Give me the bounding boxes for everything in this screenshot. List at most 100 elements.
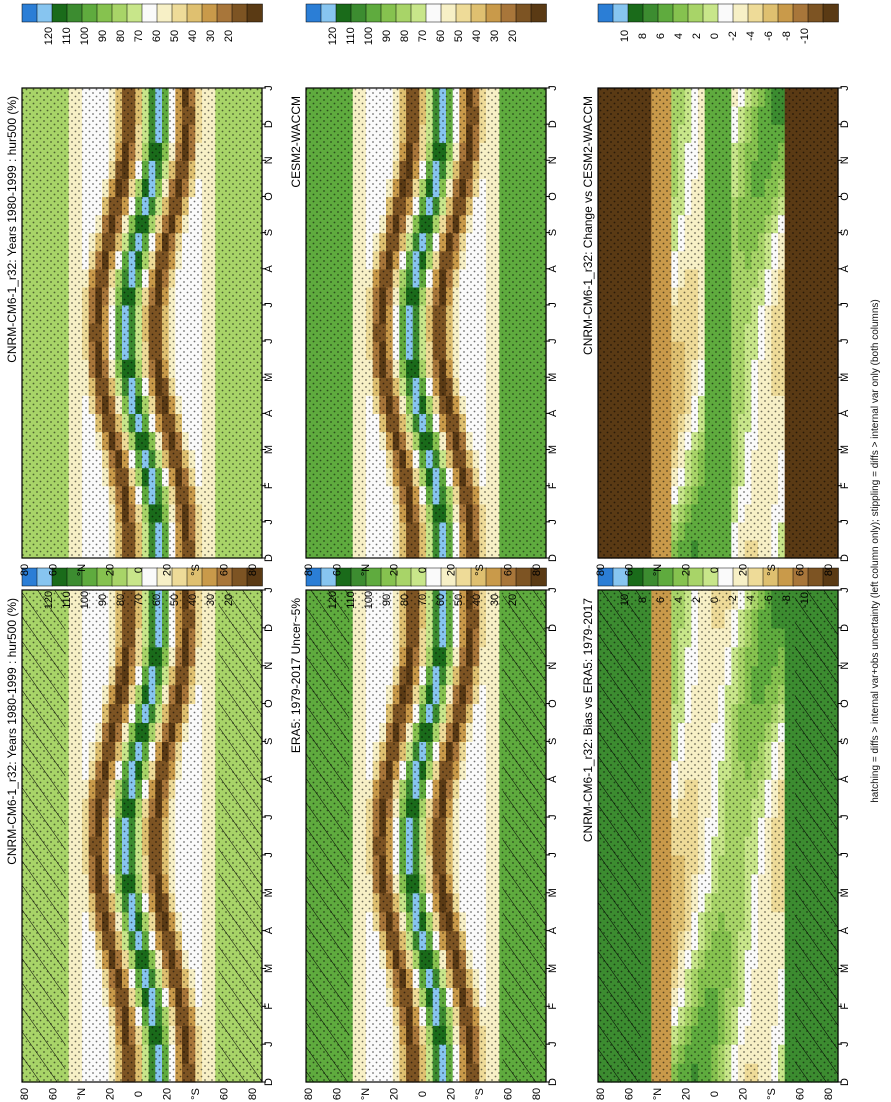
plot-frame xyxy=(305,87,547,559)
colorbar-swatch xyxy=(171,3,188,23)
panel-title: CNRM-CM6-1_r32: Bias vs ERA5: 1979-2017 xyxy=(581,598,595,842)
month-tick-label: F xyxy=(547,1003,559,1010)
hatching-overlay-north xyxy=(306,590,350,1082)
hatching-overlay-south xyxy=(218,590,262,1082)
month-tick-label: D xyxy=(263,624,275,632)
month-tick-label: S xyxy=(263,738,275,745)
colorbar-label: 50 xyxy=(453,594,465,606)
month-tick-label: M xyxy=(263,888,275,897)
lat-tick-label: 80 xyxy=(531,1088,543,1100)
lat-tick-label: 60 xyxy=(332,1088,344,1100)
colorbar-label: -8 xyxy=(781,595,793,605)
colorbar-swatch xyxy=(231,567,248,587)
lat-tick-label: °N xyxy=(76,564,88,576)
colorbar-label: 20 xyxy=(223,594,235,606)
lat-tick-label: 80 xyxy=(303,564,315,576)
month-tick-label: J xyxy=(263,338,275,344)
lat-tick-label: 80 xyxy=(247,564,259,576)
lat-tick-label: 60 xyxy=(332,564,344,576)
month-tick-label: O xyxy=(547,192,559,201)
plot-frame xyxy=(305,589,547,1083)
month-tick-label: D xyxy=(547,1078,559,1086)
colorbar-label: 30 xyxy=(205,594,217,606)
lat-tick-label: 20 xyxy=(162,1088,174,1100)
month-tick-label: D xyxy=(263,1078,275,1086)
month-tick-label: J xyxy=(547,519,559,525)
month-tick-label: O xyxy=(547,699,559,708)
colorbar-swatch xyxy=(777,567,794,587)
lat-tick-label: 60 xyxy=(624,1088,636,1100)
plot-frame xyxy=(21,589,263,1083)
colorbar-label: 80 xyxy=(115,30,127,42)
lat-tick-label: 20 xyxy=(162,564,174,576)
colorbar-swatch xyxy=(530,567,547,587)
colorbar-label: 20 xyxy=(507,594,519,606)
lat-tick-label: °N xyxy=(652,1088,664,1100)
month-tick-label: A xyxy=(263,775,275,783)
lat-tick-label: 20 xyxy=(389,1088,401,1100)
colorbar-label: 10 xyxy=(619,594,631,606)
hatching-overlay-north xyxy=(22,590,66,1082)
colorbar-label: 110 xyxy=(345,591,357,609)
month-tick-label: O xyxy=(839,699,851,708)
colorbar-label: 70 xyxy=(133,30,145,42)
month-tick-label: J xyxy=(263,519,275,525)
colorbar-swatch xyxy=(141,3,158,23)
lat-tick-label: 20 xyxy=(105,564,117,576)
lat-tick-label: 80 xyxy=(531,564,543,576)
stippling-overlay xyxy=(22,88,262,558)
month-tick-label: J xyxy=(839,1041,851,1047)
colorbar-label: 60 xyxy=(151,30,163,42)
colorbar-swatch xyxy=(171,567,188,587)
colorbar-swatch xyxy=(186,3,203,23)
colorbar-label: 120 xyxy=(43,27,55,45)
colorbar-label: 4 xyxy=(673,597,685,603)
panel-title: ERA5: 1979-2017 Uncer~5% xyxy=(289,598,303,753)
colorbar-swatch xyxy=(807,567,824,587)
lat-tick-label: 80 xyxy=(303,1088,315,1100)
month-tick-label: A xyxy=(263,926,275,934)
lat-tick-label: °S xyxy=(766,1088,778,1100)
colorbar-label: 30 xyxy=(489,594,501,606)
month-tick-label: S xyxy=(547,229,559,236)
plot-frame xyxy=(21,87,263,559)
colorbar-label: 30 xyxy=(205,30,217,42)
month-tick-label: J xyxy=(263,852,275,858)
month-tick-label: D xyxy=(839,1078,851,1086)
colorbar-swatch xyxy=(81,3,98,23)
month-tick-label: A xyxy=(263,264,275,272)
lat-tick-label: 80 xyxy=(19,564,31,576)
colorbar-swatch xyxy=(246,3,263,23)
lat-tick-label: 20 xyxy=(738,1088,750,1100)
month-tick-label: J xyxy=(839,852,851,858)
colorbar-swatch xyxy=(455,567,472,587)
colorbar-label: 40 xyxy=(187,594,199,606)
stippling-overlay xyxy=(306,88,546,558)
lat-tick-label: °S xyxy=(190,564,202,576)
colorbar-swatch xyxy=(21,3,38,23)
month-tick-label: F xyxy=(263,482,275,489)
lat-tick-label: 60 xyxy=(219,1088,231,1100)
colorbar-swatch xyxy=(485,567,502,587)
month-tick-label: D xyxy=(263,554,275,562)
colorbar-swatch xyxy=(36,3,53,23)
colorbar-swatch xyxy=(126,3,143,23)
colorbar-label: 50 xyxy=(169,594,181,606)
month-tick-label: D xyxy=(547,554,559,562)
month-tick-label: D xyxy=(547,120,559,128)
month-tick-label: N xyxy=(547,156,559,164)
hatching-overlay-south xyxy=(502,590,546,1082)
month-tick-label: M xyxy=(263,445,275,454)
month-tick-label: J xyxy=(839,814,851,820)
lat-tick-label: 0 xyxy=(709,1091,721,1097)
lat-tick-label: 80 xyxy=(19,1088,31,1100)
month-tick-label: S xyxy=(839,738,851,745)
colorbar-swatch xyxy=(96,3,113,23)
colorbar-swatch xyxy=(231,3,248,23)
month-tick-label: J xyxy=(547,1041,559,1047)
month-tick-label: M xyxy=(547,445,559,454)
colorbar-label: 80 xyxy=(399,594,411,606)
colorbar-label: 40 xyxy=(187,30,199,42)
